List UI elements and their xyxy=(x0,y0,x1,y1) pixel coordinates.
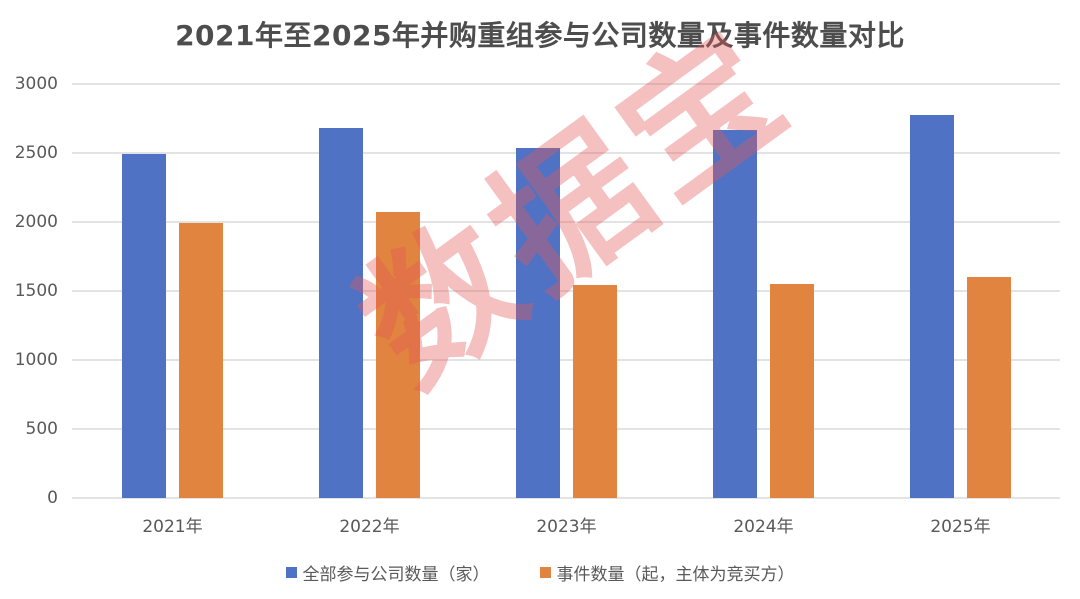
gridline xyxy=(72,497,1060,499)
y-tick-label: 2000 xyxy=(14,212,58,232)
bar-companies-2024 xyxy=(713,129,757,498)
gridline xyxy=(72,83,1060,85)
bar-companies-2021 xyxy=(122,153,166,498)
bar-companies-2025 xyxy=(910,115,954,498)
x-tick-label: 2022年 xyxy=(339,517,400,537)
x-tick-label: 2025年 xyxy=(930,517,991,537)
legend-item: 事件数量（起，主体为竞买方） xyxy=(539,560,795,585)
x-tick-label: 2021年 xyxy=(142,517,203,537)
bar-events-2022 xyxy=(376,211,420,498)
gridline xyxy=(72,152,1060,154)
y-tick-label: 0 xyxy=(47,488,58,508)
y-tick-label: 500 xyxy=(25,419,58,439)
legend-label: 全部参与公司数量（家） xyxy=(302,565,490,585)
gridline xyxy=(72,428,1060,430)
gridline xyxy=(72,359,1060,361)
x-tick-label: 2024年 xyxy=(733,517,794,537)
y-tick-label: 2500 xyxy=(14,143,58,163)
bar-companies-2022 xyxy=(319,128,363,498)
gridline xyxy=(72,290,1060,292)
gridline xyxy=(72,221,1060,223)
chart-title: 2021年至2025年并购重组参与公司数量及事件数量对比 xyxy=(175,19,905,52)
bar-events-2025 xyxy=(967,276,1011,498)
y-tick-label: 3000 xyxy=(14,74,58,94)
legend: 全部参与公司数量（家） 事件数量（起，主体为竞买方） xyxy=(0,560,1080,585)
y-tick-label: 1500 xyxy=(14,281,58,301)
legend-swatch-icon xyxy=(285,567,297,578)
x-tick-label: 2023年 xyxy=(536,517,597,537)
legend-label: 事件数量（起，主体为竞买方） xyxy=(556,565,795,585)
bar-companies-2023 xyxy=(516,148,560,498)
y-tick-label: 1000 xyxy=(14,350,58,370)
bar-events-2024 xyxy=(770,284,814,498)
legend-item: 全部参与公司数量（家） xyxy=(285,560,490,585)
bar-events-2021 xyxy=(179,222,223,498)
legend-swatch-icon xyxy=(539,567,551,578)
bar-events-2023 xyxy=(573,285,617,498)
